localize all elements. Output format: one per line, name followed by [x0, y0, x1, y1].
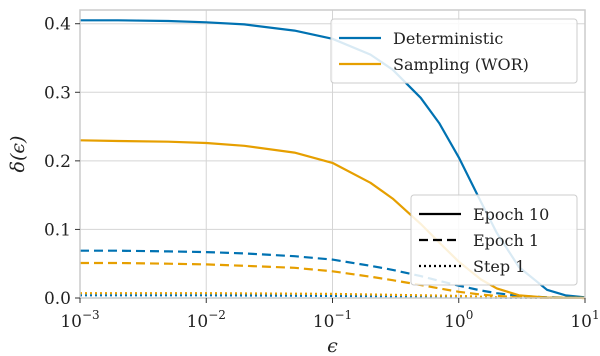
legend-methods: Deterministic Sampling (WOR) — [330, 18, 578, 84]
x-tick-label: 101 — [570, 308, 599, 332]
legend-label: Epoch 1 — [473, 231, 539, 250]
legend-label: Sampling (WOR) — [393, 55, 529, 74]
series-line — [80, 249, 586, 299]
x-tick-label: 100 — [444, 308, 473, 332]
series-line — [79, 139, 585, 299]
y-axis-title: δ(ϵ) — [7, 136, 29, 173]
x-tick-label: 10−1 — [313, 308, 352, 332]
legend-label: Epoch 10 — [473, 205, 549, 224]
legend-box — [410, 194, 578, 286]
axis-ticks: 10−3 10−2 10−1 100 101 0.0 0.1 0.2 0.3 0.4 — [44, 15, 600, 332]
legend-label: Step 1 — [473, 257, 525, 276]
y-tick-label: 0.0 — [44, 289, 71, 309]
y-tick-label: 0.2 — [44, 152, 71, 172]
y-tick-label: 0.3 — [44, 83, 71, 103]
x-tick-label: 10−3 — [60, 308, 99, 332]
legend-styles: Epoch 10 Epoch 1 Step 1 — [410, 194, 578, 286]
x-tick-label: 10−2 — [187, 308, 226, 332]
x-axis-title: ϵ — [327, 335, 338, 356]
legend-label: Deterministic — [393, 29, 503, 48]
series-line — [80, 261, 586, 300]
y-tick-label: 0.4 — [44, 15, 71, 35]
y-tick-label: 0.1 — [44, 220, 71, 240]
legend-box — [330, 18, 578, 84]
